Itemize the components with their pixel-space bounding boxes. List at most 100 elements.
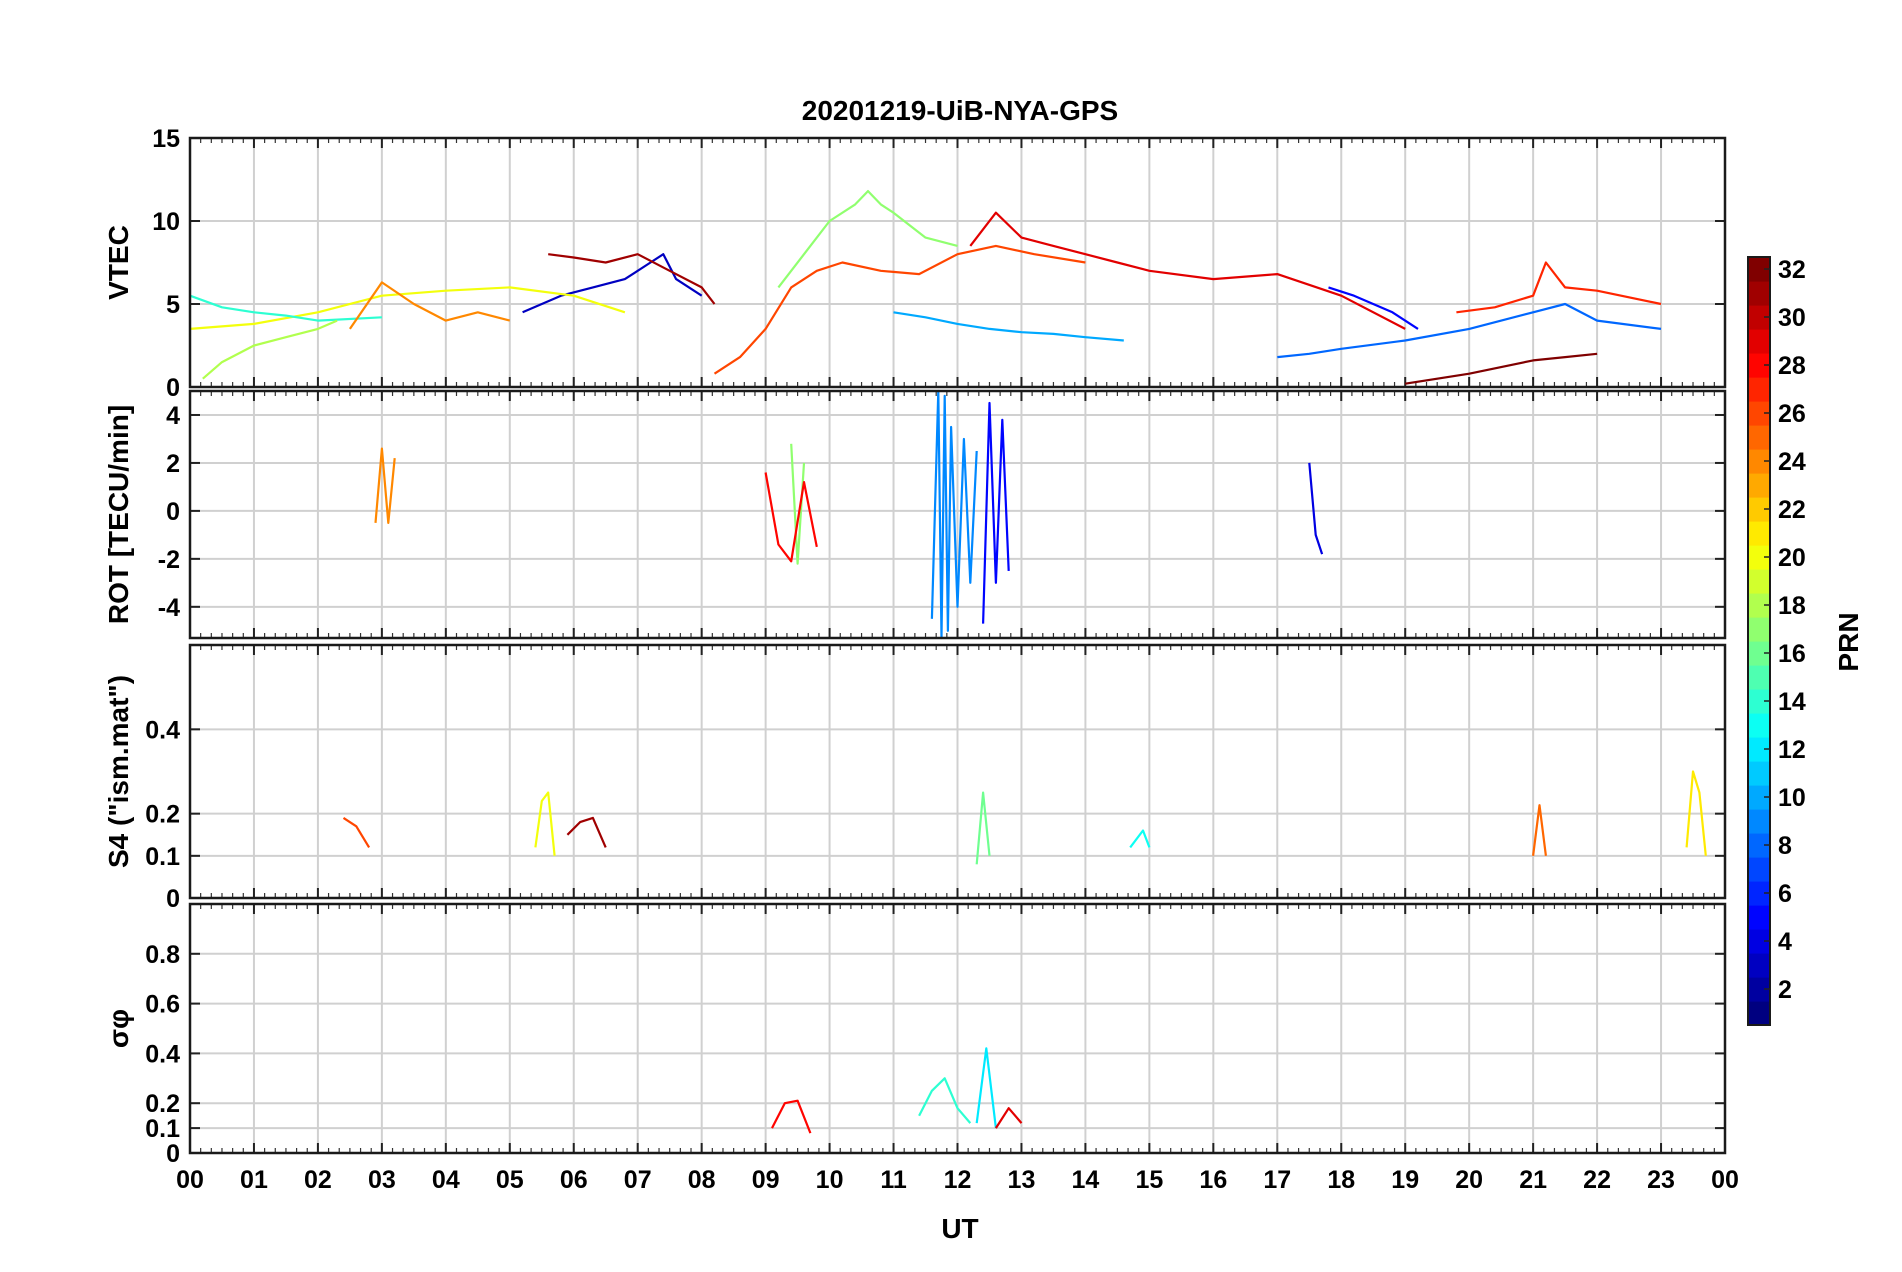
colorbar-band [1748,593,1770,618]
colorbar-tick-label: 26 [1778,400,1806,428]
colorbar-band [1748,929,1770,954]
x-tick-label: 12 [944,1166,972,1194]
vtec-series-prn-26 [713,244,1086,375]
colorbar-band [1748,329,1770,354]
x-tick-label: 00 [1711,1166,1739,1194]
colorbar-frame [1747,256,1771,1026]
colorbar-tick-label: 20 [1778,544,1806,572]
sigma-phi-y-tick-label: 0.2 [145,1090,180,1118]
colorbar-band [1748,737,1770,762]
rot-y-tick-label: 0 [166,498,180,526]
vtec-series-prn-5 [1328,286,1419,330]
rot-series-prn-24 [374,447,396,525]
s4-y-tick-label: 0 [166,885,180,913]
rot-series-prn-9 [930,389,978,640]
x-tick-label: 02 [304,1166,332,1194]
colorbar-band [1748,497,1770,522]
sigma-phi-y-axis-label: σφ [103,1009,134,1048]
colorbar-band [1748,521,1770,546]
s4-y-tick-label: 0.4 [145,716,180,744]
colorbar-band [1748,545,1770,570]
colorbar-tick-label: 28 [1778,352,1806,380]
rot-series-prn-4 [1308,462,1324,555]
x-tick-label: 07 [624,1166,652,1194]
colorbar-band [1748,617,1770,642]
vtec-series-prn-14 [189,294,382,322]
colorbar-band [1748,449,1770,474]
sigma-phi-y-tick-label: 0 [166,1140,180,1168]
rot-y-axis-label: ROT [TECU/min] [103,405,134,624]
sigma-phi-series-prn-28 [771,1099,812,1134]
colorbar-band [1748,833,1770,858]
panel-rot: -4 -2 0 2 4 ROT [TECU/min] [103,389,1727,640]
colorbar-band [1748,641,1770,666]
chart-title: 20201219-UiB-NYA-GPS [802,95,1118,126]
x-tick-label: 09 [752,1166,780,1194]
sigma-phi-y-tick-label: 0.4 [145,1040,180,1068]
s4-series-prn-16 [975,791,991,865]
vtec-y-tick-label: 0 [166,374,180,402]
sigma-phi-y-tick-label: 0.6 [145,991,180,1019]
s4-series-prn-13 [1129,829,1151,849]
vtec-series-prn-20 [189,286,626,330]
x-tick-label: 08 [688,1166,716,1194]
x-tick-label: 11 [880,1166,907,1194]
sigma-phi-y-tick-label: 0.1 [145,1115,180,1143]
vtec-series-prn-17 [777,190,958,289]
sigma-phi-axes-frame [188,902,1727,1155]
s4-series-prn-21 [1685,770,1707,856]
x-tick-label: 16 [1199,1166,1227,1194]
colorbar-band [1748,785,1770,810]
colorbar-tick-label: 12 [1778,736,1806,764]
rot-series-prn-5 [982,401,1010,624]
x-tick-label: 04 [432,1166,460,1194]
s4-series-prn-26 [342,816,371,848]
colorbar-band [1748,569,1770,594]
s4-y-axis-label: S4 ("ism.mat") [103,675,134,868]
rot-y-tick-label: 2 [166,450,180,478]
colorbar-tick-label: 4 [1778,928,1792,956]
vtec-axes-frame [188,136,1727,389]
x-tick-label: 19 [1391,1166,1419,1194]
colorbar-band [1748,857,1770,882]
s4-y-tick-label: 0.1 [145,843,180,871]
vtec-series-prn-8 [1277,302,1662,359]
vtec-series-prn-24 [348,281,511,330]
colorbar-tick-label: 16 [1778,640,1806,668]
colorbar-tick-label: 2 [1778,976,1792,1004]
x-tick-label: 03 [368,1166,396,1194]
colorbar-band [1748,257,1770,282]
x-tick-label: 20 [1455,1166,1483,1194]
x-tick-label: 14 [1072,1166,1100,1194]
s4-series-prn-31 [566,816,607,848]
s4-series-prn-20 [534,791,556,856]
colorbar-band [1748,977,1770,1002]
sigma-phi-series-prn-29 [994,1107,1023,1129]
x-tick-label: 23 [1647,1166,1675,1194]
colorbar-band [1748,401,1770,426]
colorbar-tick-label: 10 [1778,784,1806,812]
colorbar-band [1748,881,1770,906]
sigma-phi-series-prn-14 [918,1077,972,1124]
panel-sigma-phi: 00.10.2 0.4 0.6 0.8 σφ [103,902,1727,1168]
colorbar-band [1748,353,1770,378]
vtec-y-axis-label: VTEC [103,225,134,300]
x-tick-label: 06 [560,1166,588,1194]
x-tick-label: 21 [1519,1166,1547,1194]
colorbar-band [1748,905,1770,930]
colorbar-band [1748,713,1770,738]
rot-axes-frame [188,389,1727,640]
rot-y-tick-label: 4 [166,402,180,430]
vtec-series-prn-29 [969,211,1406,330]
vtec-y-tick-label: 5 [166,291,180,319]
colorbar-label: PRN [1833,612,1864,671]
colorbar-tick-label: 24 [1778,448,1806,476]
colorbar-band [1748,953,1770,978]
colorbar-band [1748,473,1770,498]
s4-axes-frame [188,643,1727,900]
rot-y-tick-label: -4 [158,594,180,622]
x-tick-label: 15 [1135,1166,1163,1194]
